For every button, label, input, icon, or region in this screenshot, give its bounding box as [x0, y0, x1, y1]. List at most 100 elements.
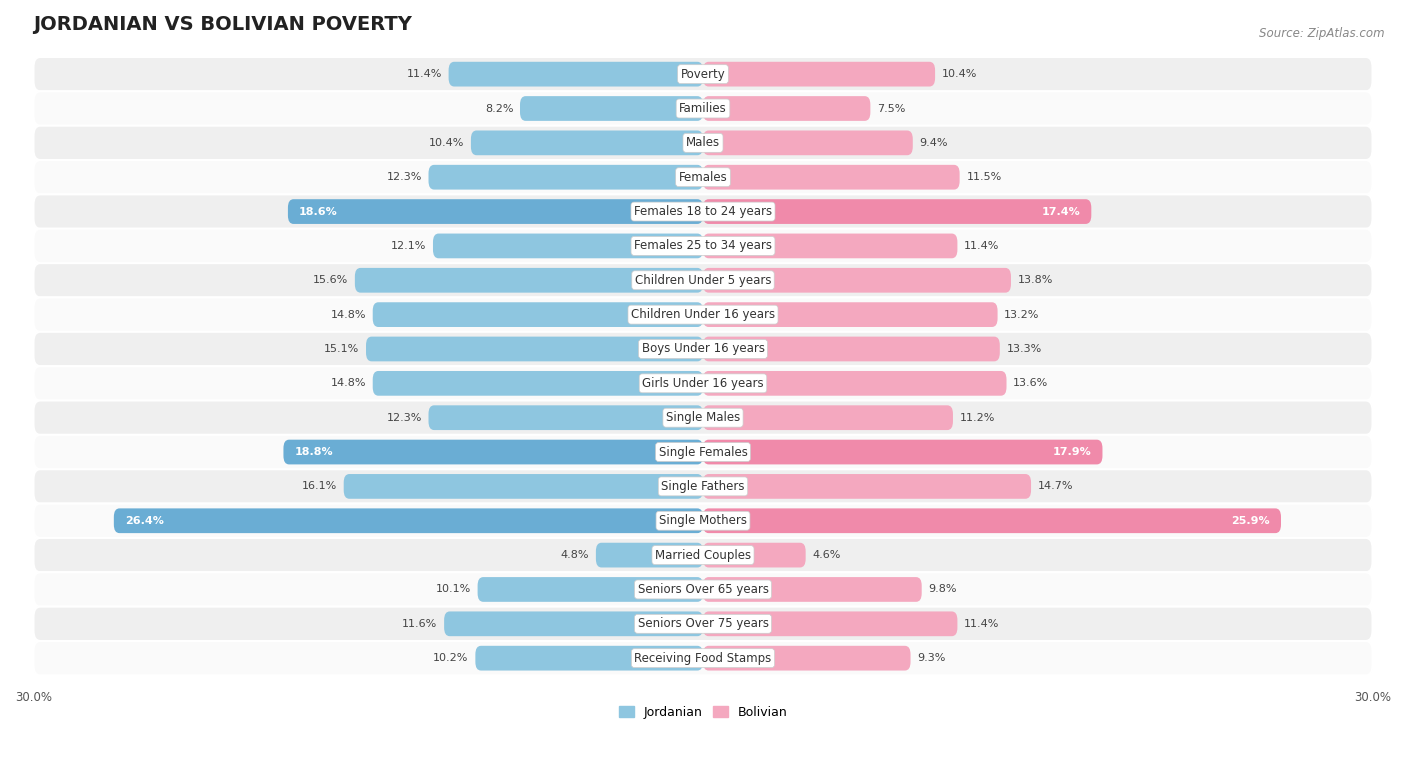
FancyBboxPatch shape — [34, 91, 1372, 126]
Text: 25.9%: 25.9% — [1232, 515, 1270, 526]
FancyBboxPatch shape — [34, 126, 1372, 160]
Text: Single Mothers: Single Mothers — [659, 514, 747, 528]
FancyBboxPatch shape — [703, 371, 1007, 396]
Text: Boys Under 16 years: Boys Under 16 years — [641, 343, 765, 356]
Text: Females 18 to 24 years: Females 18 to 24 years — [634, 205, 772, 218]
FancyBboxPatch shape — [373, 371, 703, 396]
FancyBboxPatch shape — [34, 538, 1372, 572]
Text: 8.2%: 8.2% — [485, 104, 513, 114]
FancyBboxPatch shape — [34, 400, 1372, 435]
FancyBboxPatch shape — [449, 62, 703, 86]
Text: 10.4%: 10.4% — [942, 69, 977, 79]
FancyBboxPatch shape — [703, 199, 1091, 224]
FancyBboxPatch shape — [703, 577, 922, 602]
FancyBboxPatch shape — [34, 332, 1372, 366]
FancyBboxPatch shape — [471, 130, 703, 155]
FancyBboxPatch shape — [429, 164, 703, 190]
Text: 11.2%: 11.2% — [960, 412, 995, 423]
FancyBboxPatch shape — [34, 57, 1372, 91]
Text: Girls Under 16 years: Girls Under 16 years — [643, 377, 763, 390]
Text: 11.4%: 11.4% — [965, 241, 1000, 251]
Text: 13.3%: 13.3% — [1007, 344, 1042, 354]
Text: 14.8%: 14.8% — [330, 309, 366, 320]
Text: 7.5%: 7.5% — [877, 104, 905, 114]
FancyBboxPatch shape — [354, 268, 703, 293]
Text: Seniors Over 65 years: Seniors Over 65 years — [637, 583, 769, 596]
Text: 12.3%: 12.3% — [387, 172, 422, 182]
Text: Receiving Food Stamps: Receiving Food Stamps — [634, 652, 772, 665]
Text: 26.4%: 26.4% — [125, 515, 165, 526]
Text: Males: Males — [686, 136, 720, 149]
Text: 11.4%: 11.4% — [965, 619, 1000, 629]
Text: Single Males: Single Males — [666, 411, 740, 424]
Text: 14.7%: 14.7% — [1038, 481, 1073, 491]
Text: Poverty: Poverty — [681, 67, 725, 80]
Text: 12.1%: 12.1% — [391, 241, 426, 251]
FancyBboxPatch shape — [34, 606, 1372, 641]
FancyBboxPatch shape — [703, 406, 953, 430]
FancyBboxPatch shape — [34, 263, 1372, 297]
FancyBboxPatch shape — [366, 337, 703, 362]
FancyBboxPatch shape — [34, 229, 1372, 263]
FancyBboxPatch shape — [703, 337, 1000, 362]
Text: 12.3%: 12.3% — [387, 412, 422, 423]
FancyBboxPatch shape — [520, 96, 703, 121]
Text: 10.1%: 10.1% — [436, 584, 471, 594]
Text: Families: Families — [679, 102, 727, 115]
FancyBboxPatch shape — [703, 302, 998, 327]
FancyBboxPatch shape — [34, 297, 1372, 332]
FancyBboxPatch shape — [703, 96, 870, 121]
Text: Children Under 5 years: Children Under 5 years — [634, 274, 772, 287]
FancyBboxPatch shape — [444, 612, 703, 636]
FancyBboxPatch shape — [703, 164, 960, 190]
FancyBboxPatch shape — [343, 474, 703, 499]
Text: Single Females: Single Females — [658, 446, 748, 459]
FancyBboxPatch shape — [703, 474, 1031, 499]
Text: 18.8%: 18.8% — [295, 447, 333, 457]
FancyBboxPatch shape — [288, 199, 703, 224]
FancyBboxPatch shape — [703, 440, 1102, 465]
Text: Females: Females — [679, 171, 727, 183]
Text: 10.2%: 10.2% — [433, 653, 468, 663]
Text: 17.4%: 17.4% — [1042, 207, 1080, 217]
FancyBboxPatch shape — [433, 233, 703, 258]
FancyBboxPatch shape — [114, 509, 703, 533]
FancyBboxPatch shape — [34, 194, 1372, 229]
FancyBboxPatch shape — [34, 503, 1372, 538]
FancyBboxPatch shape — [703, 612, 957, 636]
Text: 13.2%: 13.2% — [1004, 309, 1039, 320]
Text: 4.6%: 4.6% — [813, 550, 841, 560]
Text: 18.6%: 18.6% — [299, 207, 337, 217]
Text: 13.8%: 13.8% — [1018, 275, 1053, 285]
FancyBboxPatch shape — [475, 646, 703, 671]
Text: 9.3%: 9.3% — [917, 653, 946, 663]
Legend: Jordanian, Bolivian: Jordanian, Bolivian — [613, 701, 793, 724]
Text: Single Fathers: Single Fathers — [661, 480, 745, 493]
FancyBboxPatch shape — [703, 646, 911, 671]
Text: Females 25 to 34 years: Females 25 to 34 years — [634, 240, 772, 252]
Text: 9.8%: 9.8% — [928, 584, 957, 594]
Text: 14.8%: 14.8% — [330, 378, 366, 388]
FancyBboxPatch shape — [34, 572, 1372, 606]
FancyBboxPatch shape — [703, 233, 957, 258]
FancyBboxPatch shape — [284, 440, 703, 465]
Text: 4.8%: 4.8% — [561, 550, 589, 560]
Text: 17.9%: 17.9% — [1053, 447, 1091, 457]
FancyBboxPatch shape — [34, 366, 1372, 400]
Text: JORDANIAN VS BOLIVIAN POVERTY: JORDANIAN VS BOLIVIAN POVERTY — [34, 15, 412, 34]
FancyBboxPatch shape — [703, 130, 912, 155]
FancyBboxPatch shape — [34, 469, 1372, 503]
Text: 11.6%: 11.6% — [402, 619, 437, 629]
FancyBboxPatch shape — [478, 577, 703, 602]
FancyBboxPatch shape — [34, 435, 1372, 469]
FancyBboxPatch shape — [703, 268, 1011, 293]
Text: Seniors Over 75 years: Seniors Over 75 years — [637, 617, 769, 631]
Text: Married Couples: Married Couples — [655, 549, 751, 562]
FancyBboxPatch shape — [703, 509, 1281, 533]
Text: Children Under 16 years: Children Under 16 years — [631, 309, 775, 321]
Text: 11.5%: 11.5% — [966, 172, 1001, 182]
Text: Source: ZipAtlas.com: Source: ZipAtlas.com — [1260, 27, 1385, 39]
Text: 11.4%: 11.4% — [406, 69, 441, 79]
Text: 10.4%: 10.4% — [429, 138, 464, 148]
FancyBboxPatch shape — [34, 160, 1372, 194]
